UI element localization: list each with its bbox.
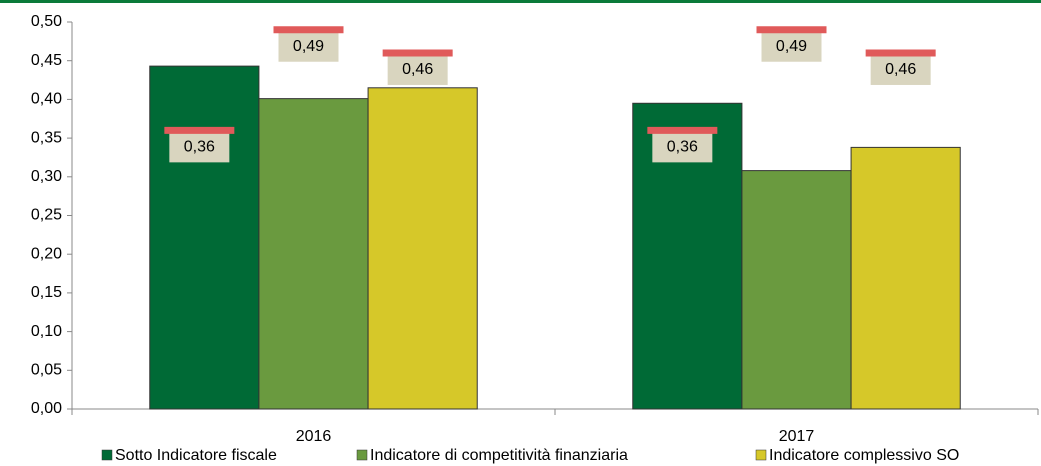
x-tick-label: 2017 — [779, 428, 815, 445]
threshold-label-box — [761, 29, 822, 62]
threshold-label-box — [278, 29, 339, 62]
y-tick-label: 0,35 — [31, 129, 62, 146]
threshold-label: 0,46 — [885, 61, 916, 78]
y-tick-label: 0,20 — [31, 245, 62, 262]
y-tick-label: 0,40 — [31, 91, 62, 108]
legend-label: Sotto Indicatore fiscale — [115, 447, 277, 464]
y-tick-label: 0,00 — [31, 400, 62, 417]
bar — [258, 98, 369, 410]
y-tick-label: 0,10 — [31, 323, 62, 340]
legend-swatch — [755, 449, 767, 461]
threshold-label: 0,36 — [667, 139, 698, 156]
threshold-label-box — [387, 52, 448, 85]
threshold-label-box — [870, 52, 931, 85]
legend-swatch — [356, 449, 368, 461]
threshold-label-box — [169, 130, 230, 163]
threshold-label: 0,46 — [402, 61, 433, 78]
x-tick-label: 2016 — [296, 428, 332, 445]
threshold-label: 0,49 — [293, 38, 324, 55]
threshold-label: 0,36 — [184, 139, 215, 156]
bar — [850, 146, 961, 410]
y-tick-label: 0,45 — [31, 52, 62, 69]
legend-label: Indicatore complessivo SO — [769, 447, 959, 464]
threshold-label-box — [652, 130, 713, 163]
y-tick-label: 0,25 — [31, 207, 62, 224]
y-tick-label: 0,30 — [31, 168, 62, 185]
bar — [149, 65, 260, 410]
y-tick-label: 0,05 — [31, 362, 62, 379]
header-strip — [0, 0, 1041, 3]
bar — [367, 87, 478, 410]
y-tick-label: 0,15 — [31, 284, 62, 301]
threshold-label: 0,49 — [776, 38, 807, 55]
y-tick-label: 0,50 — [31, 13, 62, 30]
bar — [741, 170, 852, 410]
legend-label: Indicatore di competitività finanziaria — [370, 447, 628, 464]
legend-swatch — [101, 449, 113, 461]
